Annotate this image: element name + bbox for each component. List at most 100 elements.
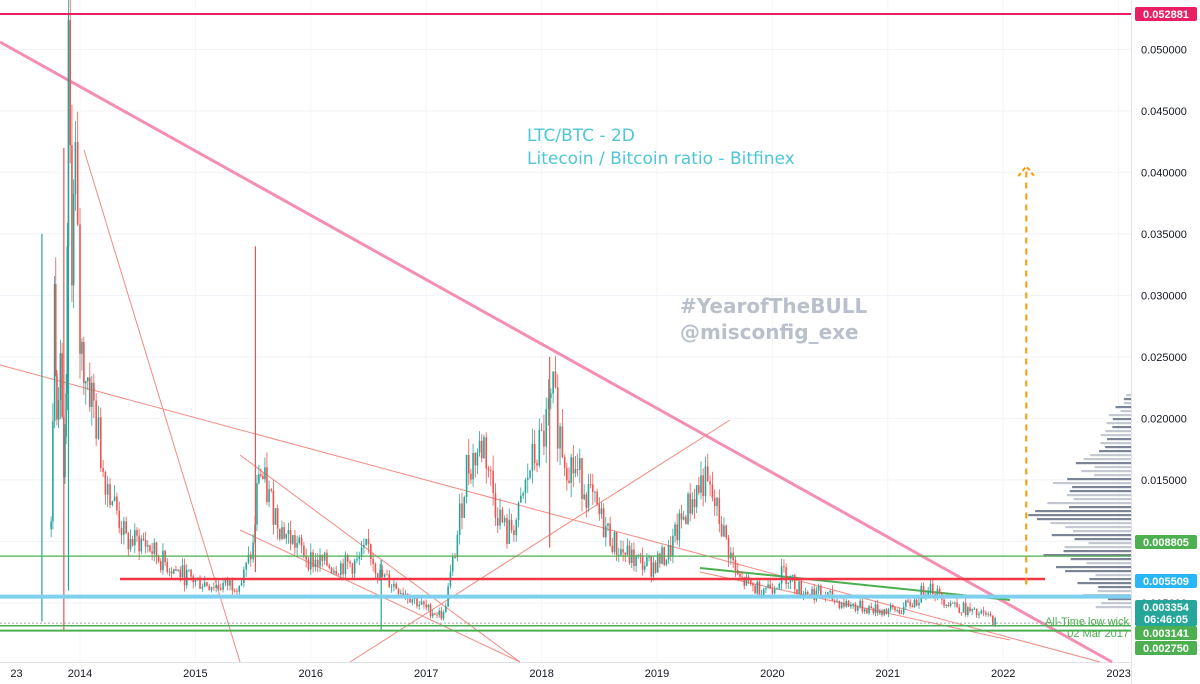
volume-bar (1094, 474, 1131, 477)
candle-body (294, 535, 296, 548)
candle-body (556, 387, 559, 449)
candle-body (243, 569, 245, 584)
x-tick-label: 2014 (68, 668, 92, 680)
candle-body (643, 565, 646, 570)
candle-body (892, 605, 894, 608)
candle-body (52, 421, 54, 522)
candle-body (390, 586, 393, 588)
volume-bar (1107, 438, 1131, 441)
candle-body (125, 521, 127, 534)
time-axis: 23 2014 2015 2016 2017 2018 2019 2020 2021 2022 20… (10, 668, 1130, 680)
candle-body (229, 580, 231, 586)
candle-body (155, 542, 158, 557)
price-badges: 0.052881 0.008805 0.005509 0.00335406:46:05… (1135, 7, 1197, 655)
candle-body (388, 574, 391, 588)
candle-body (376, 573, 379, 578)
watermark-line-1: #YearofTheBULL (680, 294, 867, 318)
candle-body (402, 592, 404, 596)
candle-body (395, 583, 397, 589)
candle-body (109, 484, 111, 505)
candle-body (661, 547, 663, 564)
price-badge-label: 0.008805 (1143, 537, 1189, 549)
candle-body (971, 609, 973, 611)
candle-body (79, 224, 81, 354)
candle-body (333, 570, 335, 573)
candle-body (617, 554, 620, 556)
candle-body (316, 559, 319, 567)
price-badge-label: 0.005509 (1143, 576, 1189, 588)
candle-body (172, 569, 175, 574)
candle-body (116, 496, 118, 511)
candle-body (856, 607, 859, 611)
ath-low-annotation-line-1: All-Time low wick (1045, 616, 1129, 628)
candle-body (144, 539, 147, 547)
candle-body (659, 553, 661, 564)
candle-body (363, 544, 365, 548)
candle-body (876, 604, 879, 614)
x-tick-label: 2022 (991, 668, 1015, 680)
candle-body (335, 570, 337, 575)
candle-body (791, 574, 794, 577)
candle-body (442, 612, 445, 619)
candle-body (798, 581, 800, 594)
candle-body (231, 580, 234, 591)
candle-body (276, 508, 279, 529)
price-badge (1135, 574, 1197, 588)
candle-body (954, 602, 956, 604)
chart-text: LTC/BTC - 2D Litecoin / Bitcoin ratio - … (527, 126, 1129, 640)
candle-body (563, 457, 566, 469)
candle-body (838, 600, 841, 608)
candle-body (64, 436, 66, 478)
candle-body (258, 474, 260, 484)
volume-bar (1063, 550, 1131, 553)
candle-body (538, 429, 541, 466)
candle-body (57, 399, 60, 420)
candle-body (713, 497, 716, 507)
volume-bar (1112, 418, 1131, 421)
candle-body (780, 566, 783, 584)
candle-body (476, 452, 479, 466)
candle-body (53, 284, 56, 422)
volume-profile (1028, 394, 1131, 609)
candle-body (554, 371, 557, 388)
candle-body (438, 610, 440, 616)
candle-body (579, 458, 581, 470)
candle-body (175, 569, 177, 571)
price-badge (1135, 600, 1197, 614)
candle-body (628, 545, 631, 563)
candle-body (69, 20, 71, 146)
volume-bar (1051, 534, 1131, 537)
candle-body (665, 559, 668, 565)
candle-body (918, 602, 920, 606)
candle-body (157, 556, 160, 562)
candle-body (550, 393, 552, 399)
candle-body (900, 613, 903, 614)
candle-body (847, 600, 850, 607)
candle-body (702, 475, 704, 497)
candle-body (190, 569, 192, 577)
candle-body (181, 565, 184, 578)
candle-body (829, 590, 831, 593)
candle-body (400, 592, 402, 595)
candle-body (434, 613, 436, 615)
volume-bar (1043, 554, 1131, 557)
y-tick-label: 0.025000 (1141, 352, 1187, 364)
candle-body (667, 545, 670, 560)
candle-body (771, 588, 774, 594)
target-arrow-head (1017, 164, 1036, 177)
candle-body (127, 533, 130, 550)
candle-body (725, 525, 728, 538)
candle-body (149, 545, 151, 552)
candle-body (620, 549, 622, 555)
candle-body (478, 440, 481, 453)
candle-body (451, 556, 454, 572)
candle-body (517, 502, 520, 520)
x-tick-label: 2018 (529, 668, 553, 680)
candle-body (310, 552, 312, 570)
candle-body (215, 584, 217, 589)
candle-body (224, 578, 227, 583)
candle-body (349, 561, 351, 564)
candle-body (767, 584, 769, 589)
candle-body (879, 610, 881, 614)
